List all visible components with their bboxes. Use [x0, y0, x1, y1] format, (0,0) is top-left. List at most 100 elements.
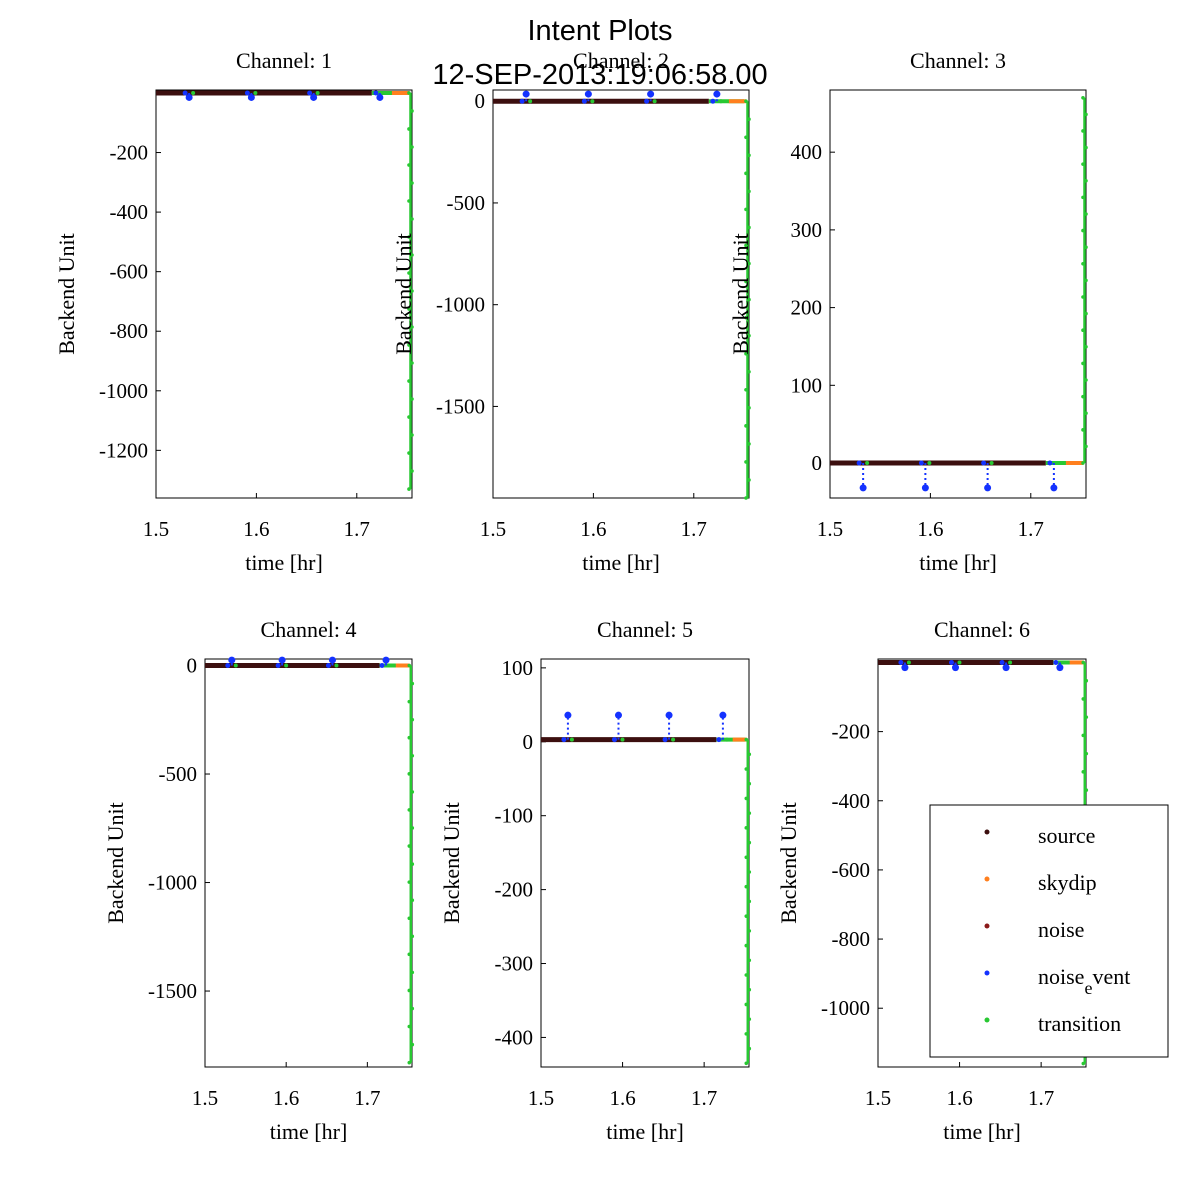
noise-event-point: [185, 93, 193, 101]
transition-point: [407, 663, 412, 668]
transition-point: [407, 199, 411, 203]
noise-event-point: [611, 737, 617, 743]
transition-point: [747, 899, 752, 904]
noise-event-point: [951, 664, 959, 672]
x-axis-label: time [hr]: [919, 550, 997, 575]
transition-point: [1084, 678, 1089, 683]
transition-point: [1081, 95, 1085, 100]
transition-point: [747, 987, 752, 992]
transition-point: [744, 855, 749, 860]
legend-item-source: source: [984, 823, 1095, 848]
transition-point: [410, 433, 414, 437]
transition-point: [1084, 112, 1088, 117]
transition-point: [620, 737, 625, 742]
y-tick-label: -500: [159, 762, 198, 786]
noise-event-point: [328, 656, 336, 664]
transition-point: [410, 790, 415, 794]
y-tick-label: -800: [110, 319, 149, 343]
noise-event-point: [561, 737, 567, 743]
x-tick-label: 1.7: [1028, 1086, 1054, 1110]
transition-point: [1081, 162, 1085, 166]
legend-marker: [984, 923, 990, 929]
transition-point: [381, 90, 386, 95]
legend-marker: [984, 876, 990, 882]
transition-point: [747, 369, 751, 374]
transition-point: [747, 1046, 752, 1051]
transition-point: [744, 737, 749, 742]
y-tick-label: -500: [447, 191, 486, 215]
transition-point: [747, 153, 751, 158]
transition-point: [407, 163, 411, 167]
noise-event-point: [244, 90, 250, 96]
transition-point: [407, 127, 411, 131]
transition-point: [407, 343, 411, 347]
transition-point: [253, 90, 258, 95]
transition-point: [410, 217, 414, 221]
noise-event-point: [662, 737, 668, 743]
x-tick-label: 1.5: [528, 1086, 554, 1110]
legend-label: skydip: [1038, 870, 1097, 895]
transition-point: [407, 916, 412, 921]
transition-point: [744, 973, 749, 977]
y-tick-label: -300: [495, 952, 534, 976]
y-tick-label: -1000: [821, 996, 870, 1020]
noise-event-point: [901, 664, 909, 672]
channel-panel-3: 1.5 1.6 1.7 0 100 200 300 400 Channel: 3 time [hr…: [728, 48, 1088, 575]
transition-point: [1081, 461, 1085, 465]
transition-point: [747, 442, 751, 446]
y-tick-label: 100: [791, 373, 823, 397]
panel-title: Channel: 6: [934, 617, 1030, 642]
transition-point: [407, 880, 412, 884]
legend: source skydip noise noiseevent transition: [929, 804, 1169, 1058]
transition-point: [388, 663, 393, 668]
transition-point: [334, 663, 339, 668]
y-tick-label: -1500: [436, 394, 485, 418]
transition-point: [744, 315, 748, 320]
x-tick-label: 1.7: [344, 517, 370, 541]
noise-event-point: [984, 484, 992, 492]
transition-point: [747, 811, 752, 815]
transition-point: [747, 840, 752, 845]
transition-point: [407, 307, 411, 311]
y-axis-label: Backend Unit: [54, 233, 79, 355]
transition-point: [671, 737, 676, 742]
noise-event-point: [379, 663, 385, 669]
transition-point: [1081, 697, 1086, 701]
panel-title: Channel: 4: [261, 617, 357, 642]
noise-event-point: [948, 659, 954, 665]
transition-point: [407, 91, 411, 95]
noise-event-point: [716, 737, 722, 743]
transition-point: [569, 737, 574, 742]
noise-event-point: [522, 90, 530, 98]
transition-point: [407, 952, 412, 957]
plot-frame: [492, 89, 750, 499]
transition-point: [410, 325, 414, 329]
y-tick-label: 0: [187, 654, 198, 678]
y-tick-label: -600: [832, 858, 871, 882]
noise-event-point: [999, 659, 1005, 665]
y-tick-label: -800: [832, 927, 871, 951]
transition-point: [1084, 751, 1089, 756]
transition-point: [744, 943, 749, 948]
transition-point: [1081, 328, 1085, 333]
legend-marker: [984, 1017, 990, 1023]
channel-panel-5: 1.5 1.6 1.7 100 0 -100 -200 -300 -400 Channel: 5 t…: [439, 617, 752, 1144]
transition-point: [744, 424, 748, 428]
noise-event-point: [856, 460, 862, 466]
transition-point: [747, 297, 751, 302]
transition-point: [747, 929, 752, 933]
noise-event-point: [382, 656, 390, 664]
noise-event-point: [898, 659, 904, 665]
noise-event-point: [1047, 460, 1053, 466]
transition-point: [744, 387, 748, 392]
figure-title: Intent Plots: [527, 15, 672, 47]
transition-point: [1061, 660, 1066, 665]
noise-event-point: [307, 90, 313, 96]
transition-point: [407, 844, 412, 848]
transition-point: [744, 884, 749, 889]
x-tick-label: 1.6: [273, 1086, 299, 1110]
x-tick-label: 1.6: [243, 517, 269, 541]
transition-point: [1084, 444, 1088, 449]
transition-point: [410, 898, 415, 902]
